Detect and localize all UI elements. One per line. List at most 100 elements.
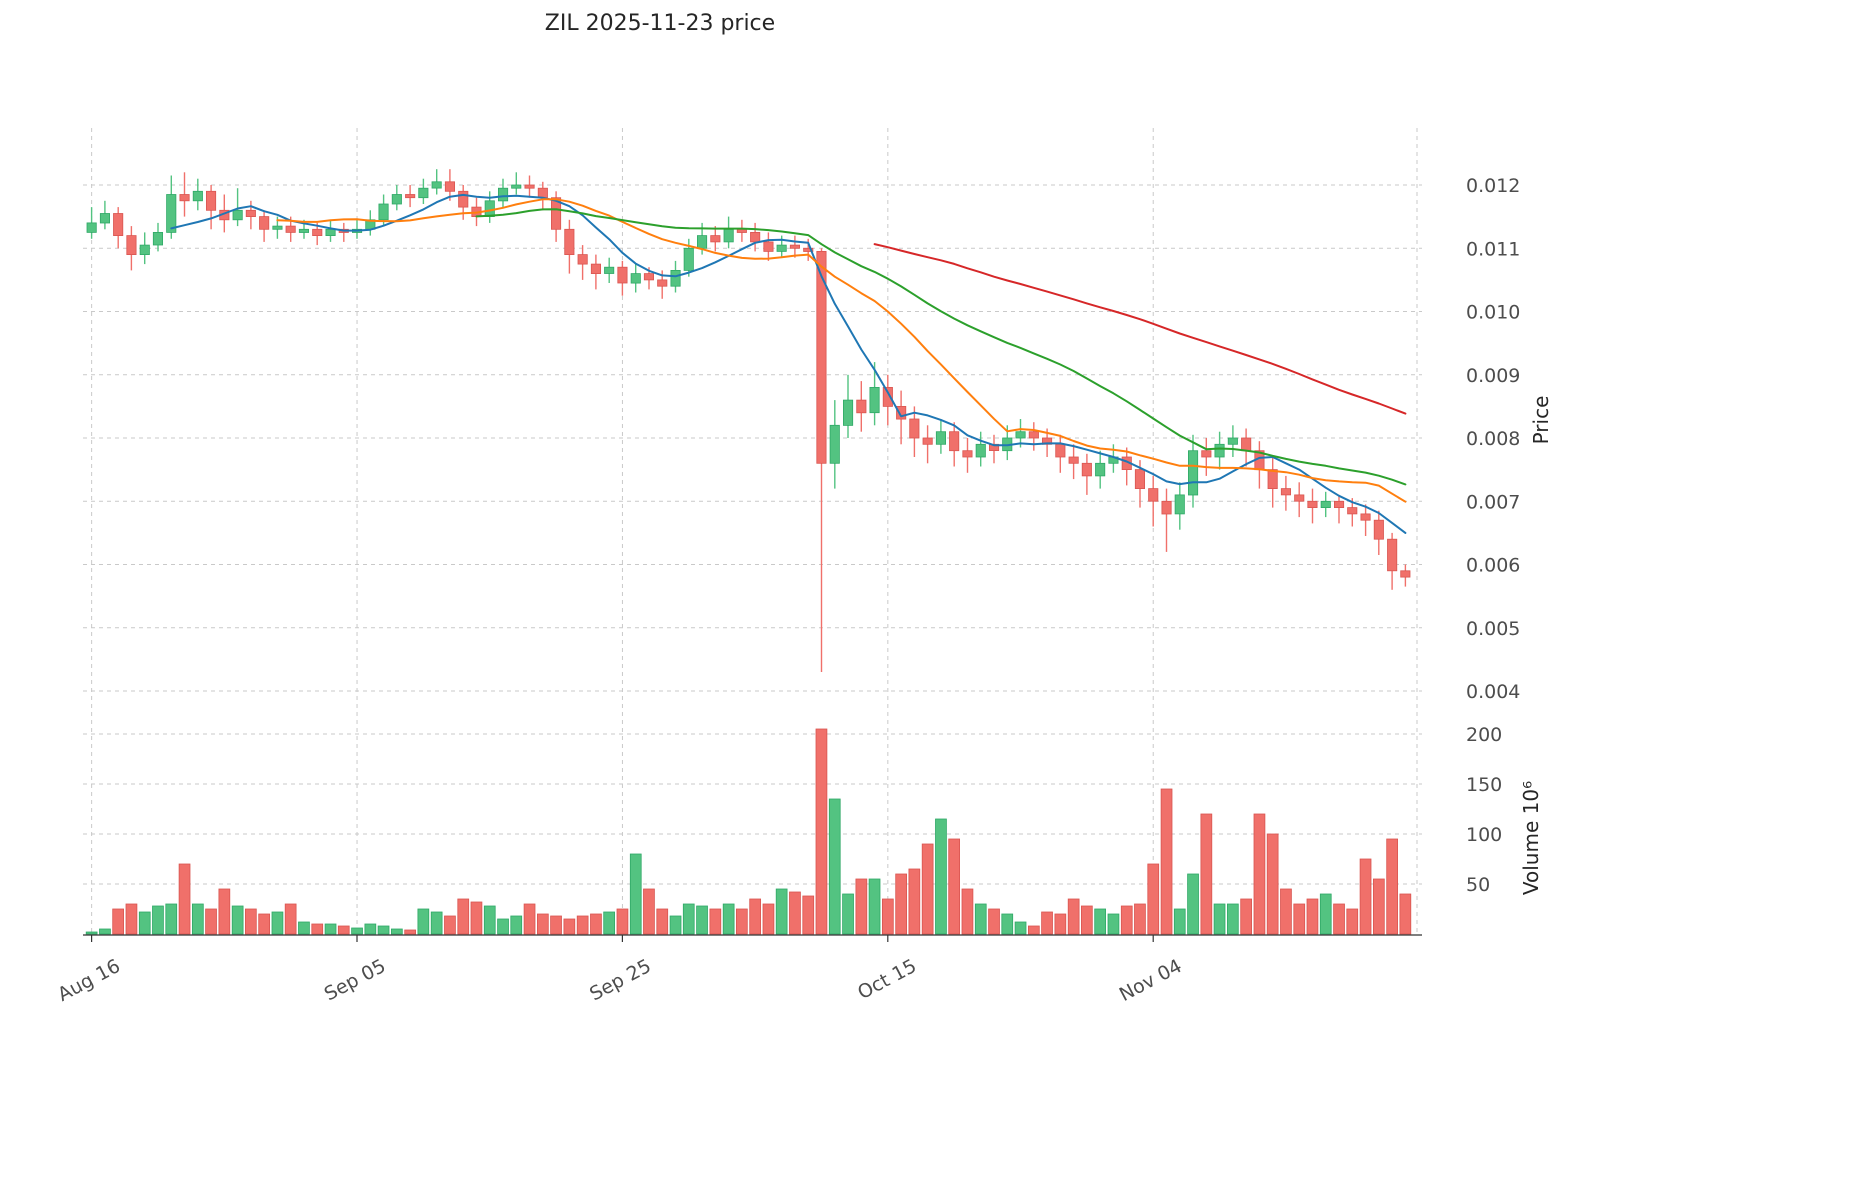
candle-body <box>803 247 814 252</box>
ma30-line <box>475 208 1407 486</box>
candles <box>86 169 1411 672</box>
volume-bar <box>191 903 204 935</box>
candle-body <box>1347 507 1358 515</box>
volume-bar <box>722 903 735 935</box>
volume-bar <box>682 903 695 935</box>
candle-body <box>829 424 840 464</box>
volume-bar <box>576 915 589 935</box>
volume-bar <box>775 888 788 935</box>
volume-bar <box>271 911 284 935</box>
price-axis-label: Price <box>1529 396 1553 445</box>
volume-bar <box>629 853 642 935</box>
candle-body <box>1267 469 1278 490</box>
volume-bar <box>537 913 549 935</box>
volume-bar <box>165 903 178 935</box>
candle-body <box>856 399 867 414</box>
candle-body <box>564 228 575 256</box>
volume-bars <box>85 728 1412 935</box>
candle-body <box>325 228 336 237</box>
volume-bar <box>1067 898 1080 935</box>
candle-body <box>1161 500 1172 515</box>
ma7-line <box>170 193 1407 534</box>
candle-body <box>1068 456 1079 464</box>
price-tick-label: 0.011 <box>1466 238 1520 260</box>
chart-title: ZIL 2025-11-23 price <box>545 11 775 36</box>
candle-body <box>630 273 641 284</box>
candle-body <box>697 235 708 249</box>
volume-bar <box>351 927 363 935</box>
candle-body <box>1174 494 1185 515</box>
gridlines <box>83 128 1422 934</box>
volume-bar <box>1107 913 1120 935</box>
candle-body <box>551 197 562 230</box>
candle-body <box>1227 437 1238 445</box>
volume-bar <box>802 895 815 935</box>
volume-bar <box>1399 893 1412 935</box>
volume-bar <box>1120 905 1133 935</box>
candle-body <box>166 194 177 233</box>
candle-body <box>710 235 721 243</box>
candle-body <box>869 386 880 414</box>
volume-bar <box>1333 903 1345 935</box>
volume-bar <box>364 923 377 935</box>
price-tick-label: 0.006 <box>1466 555 1520 577</box>
candle-body <box>975 443 986 458</box>
candle-body <box>896 405 907 420</box>
volume-bar <box>1227 903 1239 935</box>
candle-body <box>1294 494 1305 502</box>
volume-bar <box>921 843 934 935</box>
volume-bar <box>483 905 496 935</box>
volume-bar <box>497 918 509 935</box>
candle-body <box>1188 450 1199 496</box>
volume-bar <box>669 915 682 935</box>
volume-bar <box>404 929 417 935</box>
volume-bar <box>895 873 908 935</box>
volume-bar <box>1373 878 1385 935</box>
candle-body <box>1360 513 1371 521</box>
candle-body <box>458 190 469 208</box>
volume-tick-label: 100 <box>1466 824 1502 846</box>
candle-body <box>657 279 668 287</box>
volume-bar <box>218 888 231 935</box>
volume-bar <box>377 925 390 935</box>
volume-bar <box>736 908 748 935</box>
candle-body <box>192 190 203 202</box>
volume-bar <box>882 898 894 935</box>
candle-body <box>935 431 946 445</box>
volume-bar <box>178 863 191 935</box>
volume-bar <box>1346 908 1359 935</box>
volume-bar <box>99 928 111 935</box>
volume-bar <box>1240 898 1252 935</box>
x-tick-label: Sep 05 <box>321 955 390 1005</box>
volume-bar <box>1359 858 1372 935</box>
candle-body <box>431 181 442 189</box>
volume-bar <box>1319 893 1332 935</box>
candle-body <box>205 190 217 211</box>
ma15-line <box>276 198 1407 503</box>
candle-body <box>1280 488 1292 496</box>
volume-bar <box>258 913 271 935</box>
volume-tick-label: 200 <box>1466 724 1502 746</box>
candle-body <box>683 247 694 271</box>
candle-body <box>1320 500 1331 508</box>
volume-bar <box>656 908 669 935</box>
volume-bar <box>1266 833 1279 935</box>
candle-body <box>99 213 111 224</box>
price-tick-label: 0.004 <box>1466 681 1520 703</box>
volume-bar <box>298 921 310 935</box>
candle-body <box>604 266 615 274</box>
volume-bar <box>1160 788 1173 935</box>
volume-bar <box>603 911 616 935</box>
candle-body <box>643 273 654 281</box>
volume-bar <box>1028 925 1040 935</box>
candle-body <box>1307 500 1318 508</box>
candle-body <box>590 263 601 275</box>
volume-tick-label: 150 <box>1466 774 1502 796</box>
volume-bar <box>1081 905 1093 935</box>
candle-body <box>1055 443 1066 458</box>
candle-body <box>763 241 774 252</box>
volume-bar <box>1213 903 1226 935</box>
candle-body <box>272 225 283 230</box>
candle-body <box>232 209 243 221</box>
